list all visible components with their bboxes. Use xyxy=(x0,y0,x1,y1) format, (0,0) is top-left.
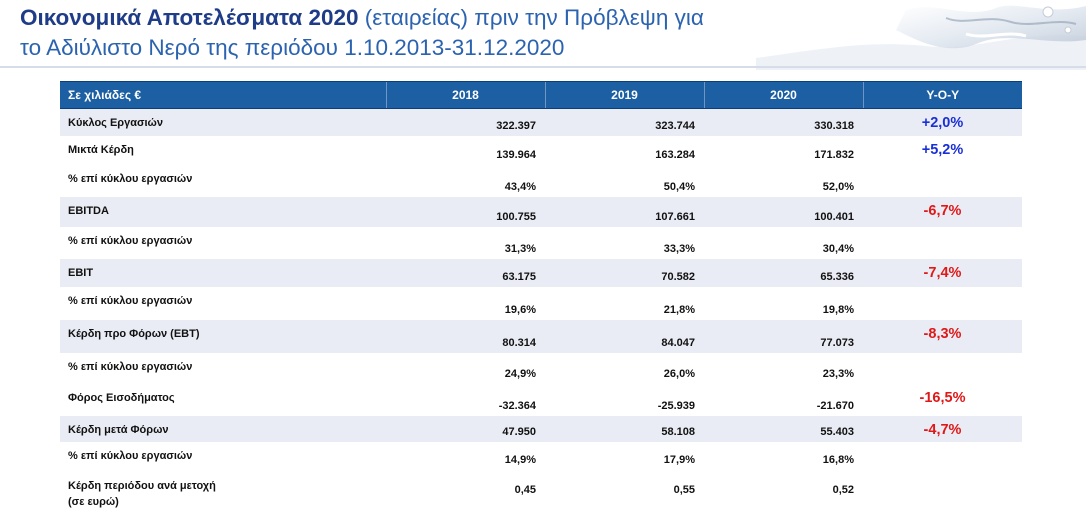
row-label: % επί κύκλου εργασιών xyxy=(68,172,193,185)
cell-2020: 19,8% xyxy=(822,303,854,316)
table-row: Κύκλος Εργασιών 322.397 323.744 330.318 … xyxy=(60,108,1022,136)
table-row: % επί κύκλου εργασιών 19,6% 21,8% 19,8% xyxy=(60,287,1022,320)
cell-2018: 139.964 xyxy=(496,148,536,161)
row-label: % επί κύκλου εργασιών xyxy=(68,294,193,307)
row-label: Κέρδη περιόδου ανά μετοχή (σε ευρώ) xyxy=(60,470,386,510)
cell-2020: 171.832 xyxy=(814,148,854,161)
cell-2018: 100.755 xyxy=(386,196,545,227)
cell-2018: 322.397 xyxy=(386,108,545,136)
header-yoy: Y-O-Y xyxy=(862,81,1022,109)
cell-yoy: -8,3% xyxy=(863,319,1022,353)
header-2020: 2020 xyxy=(703,81,863,109)
cell-yoy xyxy=(863,227,1022,259)
table-row: EBIT 63.175 70.582 65.336 -7,4% xyxy=(60,258,1022,287)
header-2019: 2019 xyxy=(544,81,704,109)
cell-2020: 77.073 xyxy=(704,319,863,353)
cell-2019: 323.744 xyxy=(545,108,704,136)
cell-yoy: +2,0% xyxy=(863,108,1022,136)
cell-2020: 52,0% xyxy=(822,180,854,193)
table-row: % επί κύκλου εργασιών 43,4% 50,4% 52,0% xyxy=(60,165,1022,197)
row-label: Μικτά Κέρδη xyxy=(68,143,134,156)
cell-2019: 50,4% xyxy=(663,180,695,193)
cell-yoy: +5,2% xyxy=(921,141,964,158)
table-header-row: Σε χιλιάδες € 2018 2019 2020 Y-O-Y xyxy=(60,81,1022,109)
table-row: Κέρδη προ Φόρων (EBT) 80.314 84.047 77.0… xyxy=(60,319,1022,353)
row-label-line-2: (σε ευρώ) xyxy=(68,495,119,508)
cell-2018: 14,9% xyxy=(504,453,536,466)
row-label: Φόρος Εισοδήματος xyxy=(68,391,175,404)
row-label: % επί κύκλου εργασιών xyxy=(68,360,193,373)
water-splash-decoration xyxy=(756,0,1086,70)
table-row: Κέρδη περιόδου ανά μετοχή (σε ευρώ) 0,45… xyxy=(60,470,1022,510)
cell-yoy xyxy=(863,165,1022,197)
row-label-line-1: Κέρδη περιόδου ανά μετοχή xyxy=(68,479,216,492)
title-rest: (εταιρείας) πριν την Πρόβλεψη για xyxy=(358,5,704,30)
cell-2019: 17,9% xyxy=(663,453,695,466)
financial-results-table: Σε χιλιάδες € 2018 2019 2020 Y-O-Y Κύκλο… xyxy=(60,81,1022,510)
cell-2018: 31,3% xyxy=(504,242,536,255)
row-label: EBITDA xyxy=(60,196,386,227)
page-title: Οικονομικά Αποτελέσματα 2020 (εταιρείας)… xyxy=(20,3,820,63)
cell-2019: 163.284 xyxy=(655,148,695,161)
table-row: % επί κύκλου εργασιών 31,3% 33,3% 30,4% xyxy=(60,227,1022,259)
cell-yoy xyxy=(863,442,1022,470)
table-row: Φόρος Εισοδήματος -32.364 -25.939 -21.67… xyxy=(60,384,1022,416)
table-row: % επί κύκλου εργασιών 14,9% 17,9% 16,8% xyxy=(60,442,1022,470)
row-label: Κέρδη προ Φόρων (EBT) xyxy=(60,319,386,353)
cell-yoy: -4,7% xyxy=(863,415,1022,442)
row-label: % επί κύκλου εργασιών xyxy=(68,449,193,462)
cell-yoy xyxy=(863,287,1022,320)
cell-2020: 23,3% xyxy=(822,367,854,380)
cell-2020: 100.401 xyxy=(704,196,863,227)
cell-2018: 19,6% xyxy=(504,303,536,316)
cell-2018: 24,9% xyxy=(504,367,536,380)
table-row: Κέρδη μετά Φόρων 47.950 58.108 55.403 -4… xyxy=(60,415,1022,442)
row-label: Κύκλος Εργασιών xyxy=(60,108,386,136)
cell-2019: 33,3% xyxy=(663,242,695,255)
table-row: % επί κύκλου εργασιών 24,9% 26,0% 23,3% xyxy=(60,353,1022,384)
cell-2019: -25.939 xyxy=(657,399,695,412)
row-label: Κέρδη μετά Φόρων xyxy=(60,415,386,442)
cell-2020: -21.670 xyxy=(816,399,854,412)
cell-2019: 58.108 xyxy=(545,415,704,442)
cell-2019: 84.047 xyxy=(545,319,704,353)
cell-2019: 21,8% xyxy=(663,303,695,316)
title-divider xyxy=(0,66,1086,68)
cell-2019: 26,0% xyxy=(663,367,695,380)
cell-2018: 47.950 xyxy=(386,415,545,442)
header-2018: 2018 xyxy=(385,81,545,109)
cell-2018: 43,4% xyxy=(504,180,536,193)
row-label: EBIT xyxy=(60,258,386,287)
cell-yoy xyxy=(863,353,1022,384)
header-units: Σε χιλιάδες € xyxy=(60,81,386,109)
cell-2020: 55.403 xyxy=(704,415,863,442)
cell-2020: 0,52 xyxy=(832,483,854,496)
cell-2018: -32.364 xyxy=(498,399,536,412)
title-line-2: το Αδιύλιστο Νερό της περιόδου 1.10.2013… xyxy=(20,35,565,60)
cell-yoy: -7,4% xyxy=(863,258,1022,287)
cell-yoy: -16,5% xyxy=(919,389,966,406)
cell-2020: 65.336 xyxy=(704,258,863,287)
title-bold: Οικονομικά Αποτελέσματα 2020 xyxy=(20,5,359,30)
cell-2019: 0,55 xyxy=(673,483,695,496)
cell-2018: 0,45 xyxy=(514,483,536,496)
row-label: % επί κύκλου εργασιών xyxy=(68,234,193,247)
cell-2020: 16,8% xyxy=(822,453,854,466)
cell-2020: 330.318 xyxy=(704,108,863,136)
cell-yoy xyxy=(863,470,1022,510)
cell-yoy: -6,7% xyxy=(863,196,1022,227)
cell-2019: 70.582 xyxy=(545,258,704,287)
cell-2019: 107.661 xyxy=(545,196,704,227)
cell-2020: 30,4% xyxy=(822,242,854,255)
cell-2018: 63.175 xyxy=(386,258,545,287)
cell-2018: 80.314 xyxy=(386,319,545,353)
table-row: EBITDA 100.755 107.661 100.401 -6,7% xyxy=(60,196,1022,227)
table-row: Μικτά Κέρδη 139.964 163.284 171.832 +5,2… xyxy=(60,136,1022,165)
